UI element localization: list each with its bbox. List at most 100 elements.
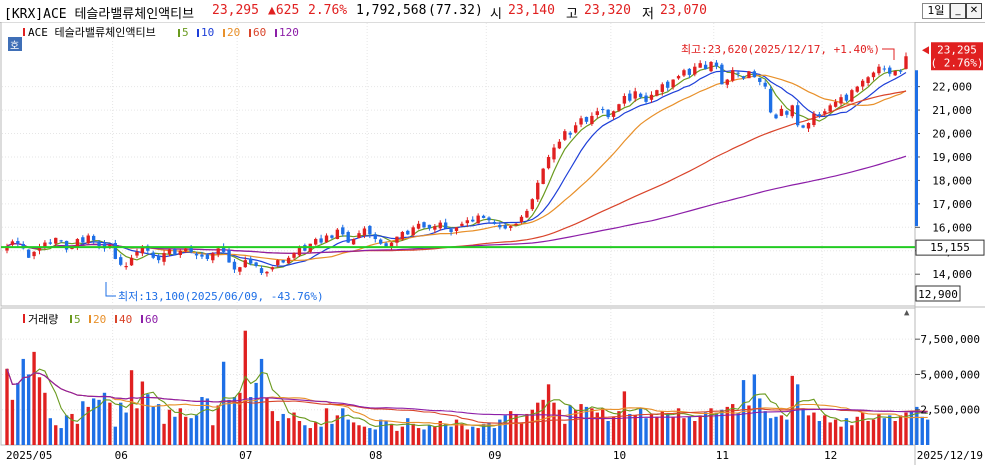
candle-body	[590, 115, 594, 125]
volume-bar	[330, 423, 334, 445]
candle-body	[221, 246, 226, 252]
candle-body	[736, 72, 740, 74]
candle-body	[265, 271, 269, 274]
volume-bar	[693, 421, 697, 445]
candle-body	[763, 82, 767, 87]
candle-body	[297, 247, 302, 256]
candle-body	[801, 125, 805, 128]
candle-body	[373, 234, 377, 240]
candle-body	[508, 226, 513, 228]
volume-bar	[433, 426, 437, 445]
volume-bar	[682, 418, 686, 445]
volume-bar	[162, 423, 166, 445]
volume-bar	[601, 408, 605, 445]
candle-body	[503, 225, 507, 229]
volume-bar	[286, 418, 291, 445]
volume-bar	[373, 429, 377, 445]
volume-bar	[595, 412, 599, 445]
date-tick-label: 10	[613, 449, 626, 462]
candle-body	[351, 239, 356, 245]
candle-body	[32, 251, 36, 257]
candle-body	[568, 132, 572, 135]
candle-body	[26, 249, 31, 258]
volume-bar	[129, 370, 134, 445]
candle-body	[806, 122, 811, 129]
candle-body	[389, 242, 394, 248]
volume-ratio: (77.32)	[428, 3, 483, 18]
volume-legend-name: 거래량	[28, 313, 58, 326]
volume-bar	[487, 422, 491, 445]
volume-bar	[81, 401, 85, 445]
candle-body	[416, 223, 421, 229]
volume-bar	[194, 415, 199, 445]
volume-bar	[823, 415, 827, 445]
volume-bar	[26, 374, 31, 445]
price-range-bar	[915, 70, 918, 227]
volume-bar	[628, 413, 632, 445]
volume-bar	[341, 408, 345, 445]
volume-bar	[541, 399, 545, 445]
candle-body	[796, 105, 800, 126]
volume-bar	[97, 399, 101, 445]
candle-body	[10, 241, 15, 245]
candle-body	[167, 249, 172, 254]
candle-body	[860, 80, 865, 87]
volume-bar	[102, 392, 107, 445]
legend-ma-swatch	[275, 29, 277, 37]
volume-bar	[227, 399, 231, 445]
current-price: 23,295	[212, 3, 259, 18]
volume-bar	[779, 415, 784, 445]
candle-body	[893, 70, 897, 76]
volume-bar	[644, 418, 648, 445]
volume-bar	[828, 422, 832, 445]
volume-bar	[785, 419, 789, 445]
volume-bar	[666, 413, 670, 445]
candle-body	[628, 93, 632, 101]
candle-body	[243, 260, 247, 268]
legend-ma-label: 40	[119, 313, 132, 326]
low-price: 23,070	[660, 3, 707, 18]
candle-body	[194, 253, 199, 256]
volume-bar	[21, 358, 25, 445]
volume-bar	[850, 425, 854, 445]
candle-body	[563, 131, 567, 140]
volume-bar	[763, 411, 767, 445]
volume-bar	[389, 423, 394, 445]
close-icon[interactable]: ✕	[966, 3, 982, 19]
low-label: 저	[642, 7, 654, 22]
period-selector[interactable]: 1일	[922, 3, 950, 19]
legend-ma-swatch	[89, 315, 91, 323]
legend-ma-label: 60	[253, 26, 266, 39]
legend-ma-label: 60	[145, 313, 158, 326]
candle-body	[433, 226, 437, 230]
candle-body	[64, 240, 69, 250]
candle-body	[693, 66, 697, 75]
volume-bar	[573, 409, 578, 445]
collapse-panel-button[interactable]	[8, 37, 22, 51]
candle-body	[330, 235, 334, 238]
volume-bar	[741, 380, 746, 445]
candle-body	[411, 227, 415, 236]
price-tick-label: 22,000	[932, 81, 972, 94]
candle-body	[91, 235, 96, 241]
candle-body	[866, 77, 870, 84]
volume-bar	[10, 399, 15, 445]
candle-body	[823, 111, 827, 114]
candle-body	[249, 258, 253, 264]
candle-body	[151, 252, 155, 258]
stock-chart[interactable]: 14,00015,00016,00017,00018,00019,00020,0…	[0, 22, 985, 465]
candle-body	[844, 94, 849, 101]
legend-ma-label: 5	[182, 26, 189, 39]
price-tick-label: 14,000	[932, 268, 972, 281]
candle-body	[216, 248, 220, 255]
volume-bar	[839, 426, 843, 445]
candle-body	[617, 104, 621, 111]
candle-body	[638, 93, 643, 98]
panel-scroll-up-icon[interactable]: ▲	[904, 308, 910, 318]
candle-body	[54, 237, 58, 244]
min-price-arrow	[105, 282, 116, 297]
volume-bar	[476, 428, 480, 445]
minimize-icon[interactable]: _	[950, 3, 966, 19]
candle-body	[400, 232, 405, 240]
volume-bar	[768, 418, 773, 445]
